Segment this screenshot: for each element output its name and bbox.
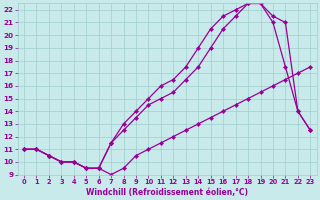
X-axis label: Windchill (Refroidissement éolien,°C): Windchill (Refroidissement éolien,°C)	[86, 188, 248, 197]
